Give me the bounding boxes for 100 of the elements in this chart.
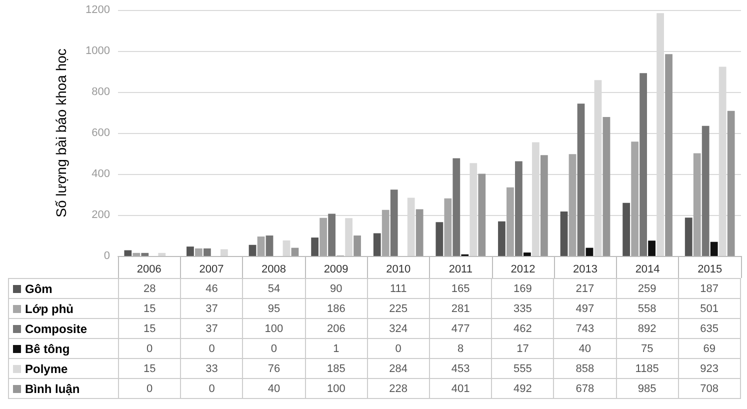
data-label: 0 (367, 338, 430, 358)
data-label: 555 (492, 358, 554, 378)
data-label: 0 (118, 338, 181, 358)
legend-label: Lớp phủ (8, 298, 118, 318)
bar (204, 248, 211, 256)
data-label: 217 (554, 278, 616, 298)
bar (648, 240, 656, 256)
y-tick-label: 600 (92, 127, 110, 139)
data-label: 923 (678, 358, 740, 378)
data-label: 40 (554, 338, 616, 358)
x-tick-label: 2013 (573, 264, 598, 276)
bar (141, 252, 149, 256)
data-label: 76 (242, 358, 306, 378)
bar (702, 126, 710, 256)
x-tick-label: 2007 (199, 264, 224, 276)
data-label: 54 (242, 278, 306, 298)
data-label: 558 (616, 298, 678, 318)
bar (577, 104, 585, 256)
data-label: 95 (242, 298, 306, 318)
bar (354, 236, 361, 256)
data-label: 335 (492, 298, 554, 318)
data-label: 15 (118, 318, 181, 338)
bar (568, 154, 576, 256)
data-label: 186 (305, 298, 368, 318)
bar (710, 242, 718, 256)
data-label: 462 (492, 318, 554, 338)
y-tick-label: 1000 (86, 45, 110, 57)
bar (602, 117, 610, 256)
data-label: 75 (616, 338, 678, 358)
bar (382, 210, 390, 256)
data-label: 0 (118, 378, 181, 398)
data-label: 185 (305, 358, 368, 378)
data-label: 1 (305, 338, 368, 358)
bar (560, 212, 568, 256)
bar (158, 252, 166, 256)
data-label: 401 (429, 378, 492, 398)
data-label: 892 (616, 318, 678, 338)
x-tick-label: 2015 (698, 264, 722, 276)
y-tick-label: 0 (104, 250, 110, 262)
data-label: 187 (678, 278, 740, 298)
bar (124, 250, 132, 256)
data-label: 0 (180, 378, 243, 398)
data-label: 111 (367, 278, 430, 298)
x-tick-label: 2010 (386, 264, 411, 276)
bar (186, 246, 194, 256)
bar (266, 236, 274, 256)
legend-label: Polyme (8, 358, 118, 378)
legend-label: Gôm (8, 278, 118, 298)
data-label: 33 (180, 358, 243, 378)
data-label: 46 (180, 278, 243, 298)
data-label: 40 (242, 378, 306, 398)
data-label: 0 (242, 338, 306, 358)
bar (586, 248, 594, 256)
x-tick-label: 2009 (324, 264, 348, 276)
data-label: 165 (429, 278, 492, 298)
bar (373, 233, 381, 256)
bar (498, 221, 506, 256)
bar (515, 161, 522, 256)
bar (684, 218, 692, 256)
data-label: 28 (118, 278, 181, 298)
bar (132, 252, 140, 256)
x-tick-label: 2008 (262, 264, 286, 276)
data-label: 8 (429, 338, 492, 358)
bar (282, 240, 290, 256)
data-label: 206 (305, 318, 368, 338)
data-label: 69 (678, 338, 740, 358)
x-tick-label: 2014 (635, 264, 660, 276)
legend-label: Bình luận (8, 378, 118, 398)
bar (631, 142, 639, 256)
data-label: 228 (367, 378, 430, 398)
y-axis-title: Số lượng bài báo khoa học (53, 48, 69, 218)
data-label: 284 (367, 358, 430, 378)
data-label: 492 (492, 378, 554, 398)
y-tick-label: 400 (92, 168, 110, 180)
bar (524, 252, 531, 256)
data-label: 678 (554, 378, 616, 398)
bar (436, 222, 444, 256)
data-label: 15 (118, 298, 181, 318)
data-label: 985 (616, 378, 678, 398)
bar (665, 54, 672, 256)
x-tick-label: 2012 (510, 264, 536, 276)
data-label: 1185 (616, 358, 678, 378)
y-tick-label: 800 (92, 86, 110, 98)
data-label: 15 (118, 358, 181, 378)
data-label: 453 (429, 358, 492, 378)
data-label: 37 (180, 298, 243, 318)
bar (478, 174, 486, 256)
data-label: 259 (616, 278, 678, 298)
bar (622, 202, 630, 256)
data-label: 17 (492, 338, 554, 358)
data-label: 743 (554, 318, 616, 338)
bar (291, 248, 299, 256)
bar (727, 110, 735, 256)
bar (257, 236, 265, 256)
bar (311, 238, 319, 256)
data-label: 708 (678, 378, 740, 398)
bar (328, 214, 336, 256)
bar (195, 248, 202, 256)
bar (390, 190, 398, 256)
data-label: 281 (429, 298, 492, 318)
